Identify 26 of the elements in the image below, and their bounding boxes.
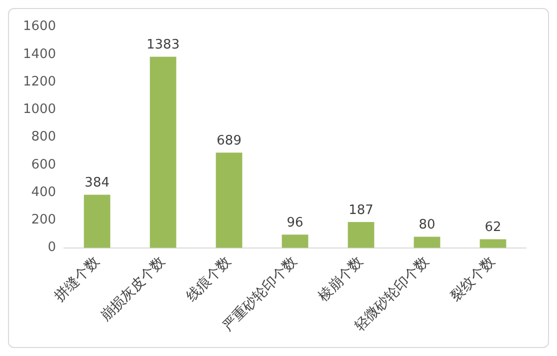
y-tick-label: 1600	[22, 19, 56, 34]
bar	[84, 194, 110, 248]
x-tick-label: 棱崩个数	[316, 254, 366, 305]
y-tick-label: 1200	[22, 74, 56, 90]
bar	[282, 234, 308, 248]
y-tick-label: 600	[31, 157, 56, 172]
y-tick-label: 1400	[22, 46, 56, 62]
y-tick-label: 0	[48, 240, 56, 256]
data-label: 62	[484, 220, 502, 236]
bar	[216, 152, 242, 248]
y-tick-label: 400	[31, 184, 56, 200]
data-label: 689	[216, 134, 242, 149]
data-label: 96	[286, 215, 304, 230]
data-label: 1383	[146, 38, 180, 53]
y-tick-label: 800	[31, 130, 56, 145]
bar	[348, 222, 374, 248]
bar	[414, 236, 440, 248]
data-label: 187	[348, 202, 374, 218]
data-label: 384	[84, 176, 110, 191]
y-tick-label: 1000	[22, 102, 56, 118]
data-label: 80	[418, 218, 436, 233]
bar	[480, 239, 506, 248]
x-tick-label: 线痕个数	[184, 254, 234, 305]
bar	[150, 56, 176, 248]
y-tick-label: 200	[31, 212, 56, 228]
x-tick-label: 裂纹个数	[447, 254, 498, 305]
